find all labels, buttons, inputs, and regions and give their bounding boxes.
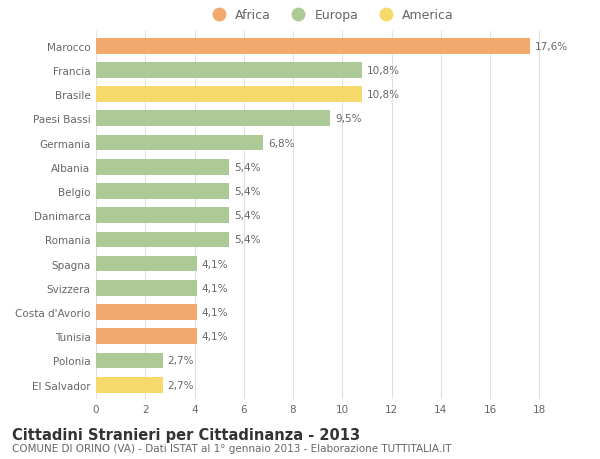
Text: COMUNE DI ORINO (VA) - Dati ISTAT al 1° gennaio 2013 - Elaborazione TUTTITALIA.I: COMUNE DI ORINO (VA) - Dati ISTAT al 1° … (12, 443, 452, 453)
Bar (96, 329, 197, 344)
Text: 6,8%: 6,8% (268, 138, 295, 148)
Bar (96, 87, 362, 103)
Bar (96, 63, 362, 78)
Text: Cittadini Stranieri per Cittadinanza - 2013: Cittadini Stranieri per Cittadinanza - 2… (12, 427, 360, 442)
Bar (96, 208, 229, 224)
Bar (96, 280, 197, 296)
Bar (96, 135, 263, 151)
Text: 9,5%: 9,5% (335, 114, 361, 124)
Bar (96, 232, 229, 248)
Bar (96, 39, 530, 55)
Bar (96, 184, 229, 199)
Bar (96, 304, 197, 320)
Bar (96, 377, 163, 393)
Bar (96, 160, 229, 175)
Text: 4,1%: 4,1% (202, 308, 229, 317)
Text: 10,8%: 10,8% (367, 66, 400, 76)
Text: 2,7%: 2,7% (167, 380, 194, 390)
Text: 10,8%: 10,8% (367, 90, 400, 100)
Bar (96, 353, 163, 369)
Text: 4,1%: 4,1% (202, 259, 229, 269)
Text: 17,6%: 17,6% (535, 42, 568, 51)
Text: 4,1%: 4,1% (202, 283, 229, 293)
Text: 5,4%: 5,4% (234, 211, 260, 221)
Bar (96, 256, 197, 272)
Text: 5,4%: 5,4% (234, 186, 260, 196)
Text: 4,1%: 4,1% (202, 331, 229, 341)
Text: 5,4%: 5,4% (234, 162, 260, 173)
Legend: Africa, Europa, America: Africa, Europa, America (206, 9, 454, 22)
Bar (96, 111, 330, 127)
Text: 5,4%: 5,4% (234, 235, 260, 245)
Text: 2,7%: 2,7% (167, 356, 194, 366)
